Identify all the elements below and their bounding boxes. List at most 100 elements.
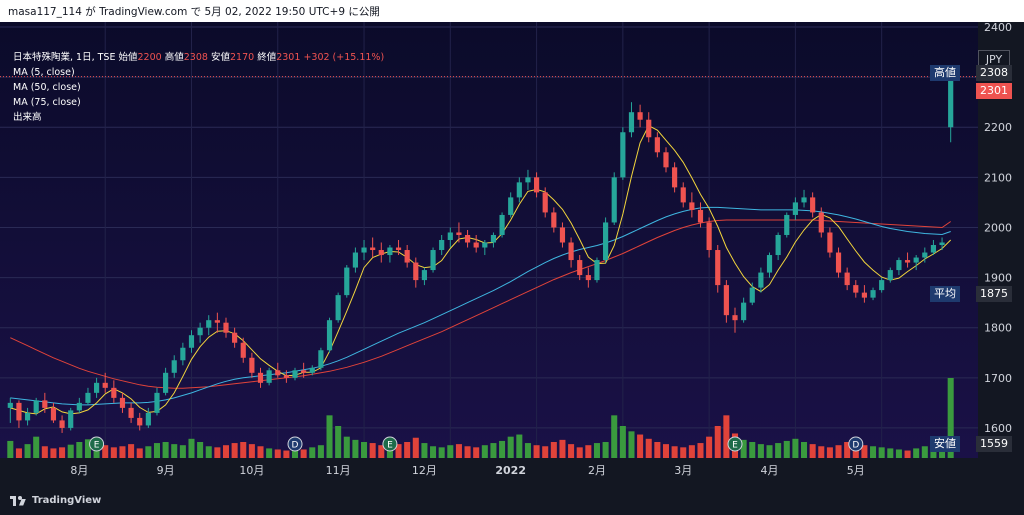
volume-bar xyxy=(128,444,135,458)
candle-body xyxy=(59,420,65,428)
x-tick-label: 8月 xyxy=(70,464,88,477)
volume-bar xyxy=(654,442,661,458)
candle-body xyxy=(732,315,738,321)
volume-bar xyxy=(947,378,954,458)
volume-bar xyxy=(404,442,411,458)
candle-body xyxy=(620,132,626,178)
earnings-marker-icon xyxy=(727,436,743,452)
legend-ma50[interactable]: MA (50, close) xyxy=(13,82,81,93)
volume-bar xyxy=(714,426,721,458)
candle-body xyxy=(723,285,729,316)
candle-body xyxy=(654,137,660,153)
volume-bar xyxy=(153,443,160,458)
candle-body xyxy=(257,372,264,383)
legend-ma75[interactable]: MA (75, close) xyxy=(13,97,81,108)
volume-bar xyxy=(33,436,40,458)
y-tick-label: 2100 xyxy=(984,171,1012,184)
open-label: 始値 xyxy=(118,52,138,63)
candle-body xyxy=(870,290,876,298)
candle-body xyxy=(585,275,591,281)
volume-bar xyxy=(179,445,186,458)
y-tick-label: 2000 xyxy=(984,221,1012,234)
event-marker-label: E xyxy=(387,441,393,451)
candle-body xyxy=(611,177,617,223)
dividend-marker-icon xyxy=(287,436,303,452)
candle-body xyxy=(559,227,566,243)
candle-body xyxy=(594,260,600,281)
volume-bar xyxy=(84,439,91,458)
legend-volume[interactable]: 出来高 xyxy=(13,112,42,123)
volume-bar xyxy=(110,447,117,458)
volume-bar xyxy=(524,443,531,458)
candle-body xyxy=(939,242,945,246)
event-marker-label: E xyxy=(732,441,738,451)
candle-body xyxy=(430,250,436,271)
volume-bar xyxy=(826,447,833,458)
volume-bar xyxy=(835,445,842,458)
candle-body xyxy=(68,410,74,428)
candle-body xyxy=(896,260,902,271)
legend-ma5[interactable]: MA (5, close) xyxy=(13,67,75,78)
candle-body xyxy=(50,407,57,421)
volume-bar xyxy=(197,442,204,458)
y-tick-label: 1600 xyxy=(984,422,1012,435)
candle-body xyxy=(197,327,203,336)
tradingview-logo-icon xyxy=(10,495,26,506)
candle-body xyxy=(24,412,31,421)
candle-body xyxy=(680,187,686,203)
tradingview-brand[interactable]: TradingView xyxy=(10,495,101,506)
volume-bar xyxy=(300,449,307,458)
volume-bar xyxy=(326,415,333,458)
candle-body xyxy=(266,370,272,383)
volume-bar xyxy=(24,444,31,458)
volume-bar xyxy=(283,450,290,458)
candle-body xyxy=(464,234,471,243)
candle-body xyxy=(456,232,462,235)
volume-bar xyxy=(792,438,799,458)
candle-body xyxy=(516,182,522,198)
candle-body xyxy=(154,392,160,413)
volume-bar xyxy=(757,444,764,458)
volume-bar xyxy=(119,446,126,458)
volume-bar xyxy=(136,448,143,458)
chart-legend: 日本特殊陶業, 1日, TSE 始値2200 高値2308 安値2170 終値2… xyxy=(13,50,384,125)
volume-bar xyxy=(7,440,14,458)
candle-body xyxy=(930,245,937,253)
x-tick-label: 3月 xyxy=(674,464,692,477)
candle-body xyxy=(482,242,488,248)
earnings-marker-icon xyxy=(382,436,398,452)
tradingview-brand-text: TradingView xyxy=(32,495,102,506)
close-value: 2301 xyxy=(276,52,301,63)
volume-bar xyxy=(585,445,592,458)
volume-bar xyxy=(749,442,756,458)
volume-bar xyxy=(395,444,402,458)
high-tag-value: 2308 xyxy=(976,65,1012,81)
x-tick-label: 10月 xyxy=(239,464,264,477)
candle-body xyxy=(473,242,479,248)
candle-body xyxy=(775,234,781,256)
candle-body xyxy=(370,247,376,251)
x-tick-label: 5月 xyxy=(847,464,865,477)
volume-bar xyxy=(490,443,497,458)
candle-body xyxy=(180,347,186,361)
candle-body xyxy=(499,214,505,235)
volume-bar xyxy=(904,450,911,458)
volume-bar xyxy=(550,442,557,458)
candle-body xyxy=(801,197,807,203)
candle-body xyxy=(749,287,755,303)
candle-body xyxy=(188,335,195,348)
volume-bar xyxy=(619,426,626,458)
volume-bar xyxy=(15,448,22,458)
volume-bar xyxy=(533,445,540,458)
candle-body xyxy=(171,360,177,373)
candle-body xyxy=(85,392,91,403)
event-marker-label: E xyxy=(94,441,100,451)
publish-info-text: masa117_114 が TradingView.com で 5月 02, 2… xyxy=(8,6,380,18)
candle-body xyxy=(111,387,117,398)
candle-body xyxy=(844,272,850,286)
volume-bar xyxy=(895,449,902,458)
volume-bar xyxy=(844,442,851,458)
volume-bar xyxy=(455,444,462,458)
